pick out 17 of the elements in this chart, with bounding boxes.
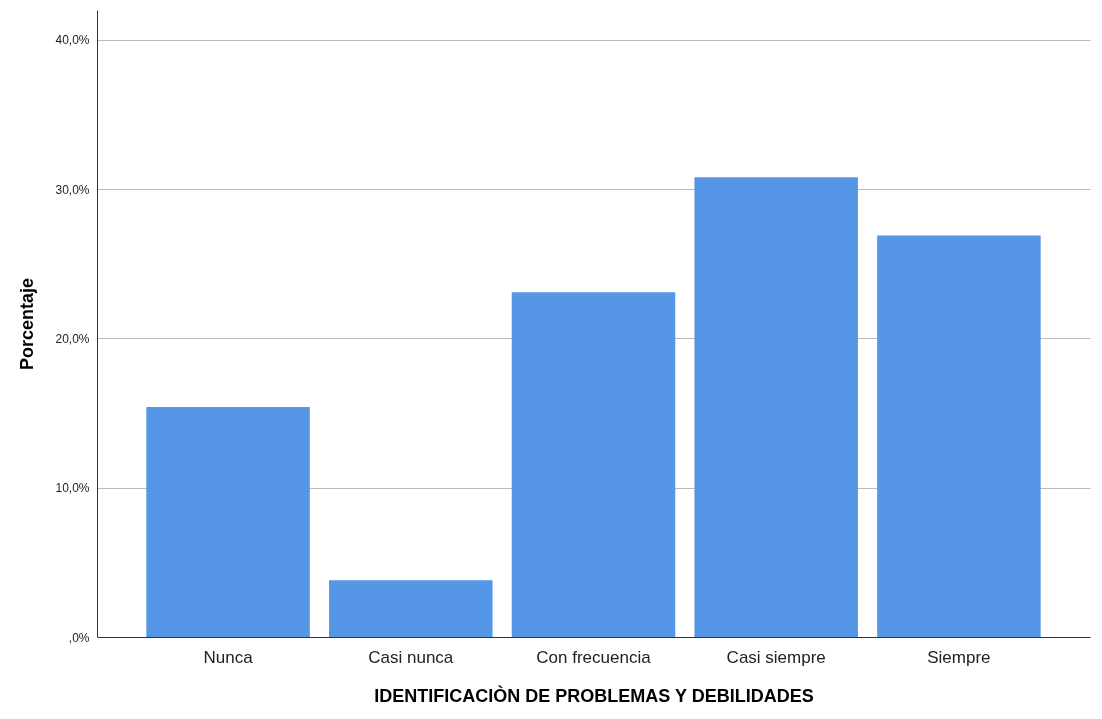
x-tick-label: Casi nunca — [368, 647, 454, 667]
bar — [511, 292, 676, 637]
x-axis-title: IDENTIFICACIÒN DE PROBLEMAS Y DEBILIDADES — [374, 684, 814, 706]
x-tick-label: Nunca — [203, 647, 254, 667]
bar — [694, 177, 858, 637]
bar — [146, 407, 310, 637]
y-axis-title: Porcentaje — [17, 277, 38, 371]
x-tick-label: Casi siempre — [726, 647, 826, 667]
y-tick-label: ,0% — [68, 630, 90, 645]
bar — [329, 580, 493, 637]
y-tick-label: 40,0% — [55, 33, 90, 48]
bar — [877, 235, 1041, 637]
y-tick-label: 30,0% — [55, 182, 90, 197]
x-tick-label: Siempre — [927, 647, 991, 667]
x-tick-label: Con frecuencia — [536, 647, 652, 667]
y-tick-label: 10,0% — [55, 481, 90, 496]
y-tick-label: 20,0% — [55, 331, 90, 346]
